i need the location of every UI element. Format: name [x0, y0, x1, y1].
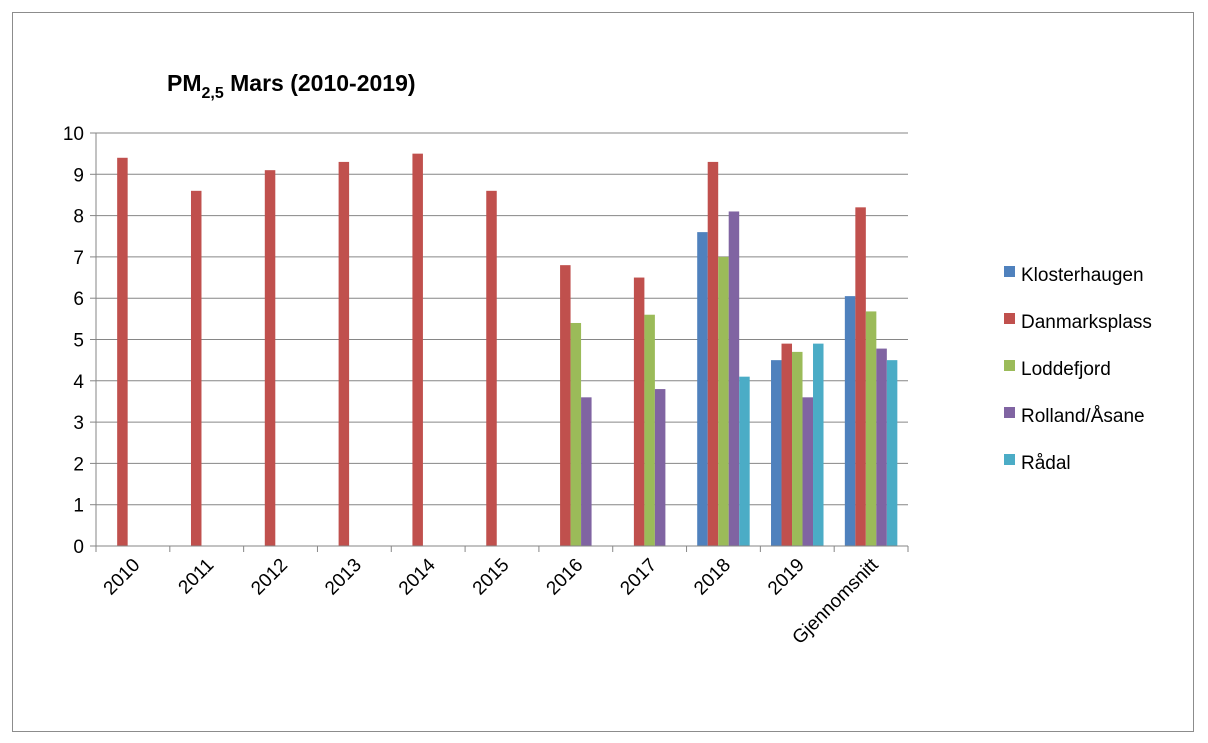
x-tick-label: 2016 [543, 555, 588, 600]
axes [90, 132, 909, 552]
chart-title: PM2,5 Mars (2010-2019) [167, 70, 416, 102]
chart-title-suffix: Mars (2010-2019) [224, 70, 416, 96]
bar-loddefjord-gjennomsnitt [865, 311, 877, 546]
y-tick-label: 10 [63, 124, 84, 145]
y-tick-label: 1 [73, 496, 84, 517]
legend-swatch [1004, 266, 1015, 277]
bar-r-dal-gjennomsnitt [886, 360, 898, 546]
y-tick-label: 7 [73, 248, 84, 269]
y-tick-label: 2 [73, 454, 84, 475]
bar-danmarksplass-2017 [633, 277, 645, 546]
bar-danmarksplass-2015 [486, 190, 497, 546]
bar-klosterhaugen-2019 [771, 360, 782, 546]
bar-klosterhaugen-gjennomsnitt [844, 296, 856, 546]
bar-danmarksplass-2019 [781, 343, 793, 546]
y-tick-label: 4 [73, 372, 84, 393]
bar-danmarksplass-2018 [707, 161, 719, 546]
chart-title-subscript: 2,5 [202, 85, 224, 102]
legend-label: Rådal [1021, 453, 1071, 474]
chart-svg: PM2,5 Mars (2010-2019) 0 1 2 3 4 5 6 7 8 9 10 2010… [63, 70, 1152, 649]
bar-loddefjord-2017 [644, 314, 655, 546]
y-tick-label: 5 [73, 331, 84, 352]
x-tick-label: 2014 [395, 554, 440, 599]
y-tick-label: 3 [73, 413, 84, 434]
legend-swatch [1004, 407, 1015, 418]
x-tick-labels: 2010 2011 2012 2013 2014 2015 2016 2017 2018 2019… [100, 554, 883, 649]
y-tick-label: 9 [73, 165, 84, 186]
legend-label: Loddefjord [1021, 359, 1111, 380]
chart-frame: PM2,5 Mars (2010-2019) 0 1 2 3 4 5 6 7 8 9 10 2010… [12, 12, 1194, 732]
bar-rolland-sane-2018 [728, 211, 740, 546]
x-tick-label: 2010 [100, 555, 145, 600]
bars [117, 153, 898, 547]
bar-klosterhaugen-2018 [697, 232, 708, 546]
x-tick-label: 2018 [690, 555, 735, 600]
y-tick-label: 8 [73, 207, 84, 228]
gridlines [96, 132, 908, 506]
legend-label: Klosterhaugen [1021, 265, 1144, 286]
legend-label: Danmarksplass [1021, 312, 1152, 333]
bar-r-dal-2018 [739, 376, 750, 546]
bar-danmarksplass-2011 [190, 190, 202, 546]
x-tick-label: 2013 [321, 555, 366, 600]
x-tick-label: 2015 [469, 555, 514, 600]
bar-r-dal-2019 [813, 343, 824, 546]
bar-loddefjord-2016 [570, 322, 582, 546]
bar-rolland-sane-2017 [654, 389, 666, 546]
legend: Klosterhaugen Danmarksplass Loddefjord Roll… [1004, 265, 1152, 474]
x-tick-label: 2019 [764, 555, 809, 600]
y-tick-label: 6 [73, 289, 84, 310]
legend-swatch [1004, 360, 1015, 371]
bar-rolland-sane-2019 [802, 397, 814, 546]
bar-loddefjord-2018 [718, 256, 729, 546]
bar-rolland-sane-2016 [581, 397, 592, 546]
bar-danmarksplass-2013 [338, 161, 350, 546]
bar-rolland-sane-gjennomsnitt [876, 348, 887, 546]
bar-danmarksplass-2016 [560, 265, 571, 546]
bar-danmarksplass-2012 [264, 170, 276, 547]
bar-danmarksplass-2010 [117, 157, 128, 546]
legend-label: Rolland/Åsane [1021, 406, 1145, 427]
chart-title-prefix: PM [167, 70, 202, 96]
legend-swatch [1004, 313, 1015, 324]
bar-loddefjord-2019 [792, 351, 803, 546]
bar-danmarksplass-gjennomsnitt [855, 207, 866, 546]
legend-swatch [1004, 454, 1015, 465]
x-tick-label: 2012 [247, 555, 292, 600]
x-tick-label: 2017 [616, 555, 661, 600]
bar-danmarksplass-2014 [412, 153, 423, 546]
x-tick-label: 2011 [175, 555, 219, 599]
y-tick-labels: 0 1 2 3 4 5 6 7 8 9 10 [63, 124, 85, 558]
y-tick-label: 0 [73, 537, 84, 558]
